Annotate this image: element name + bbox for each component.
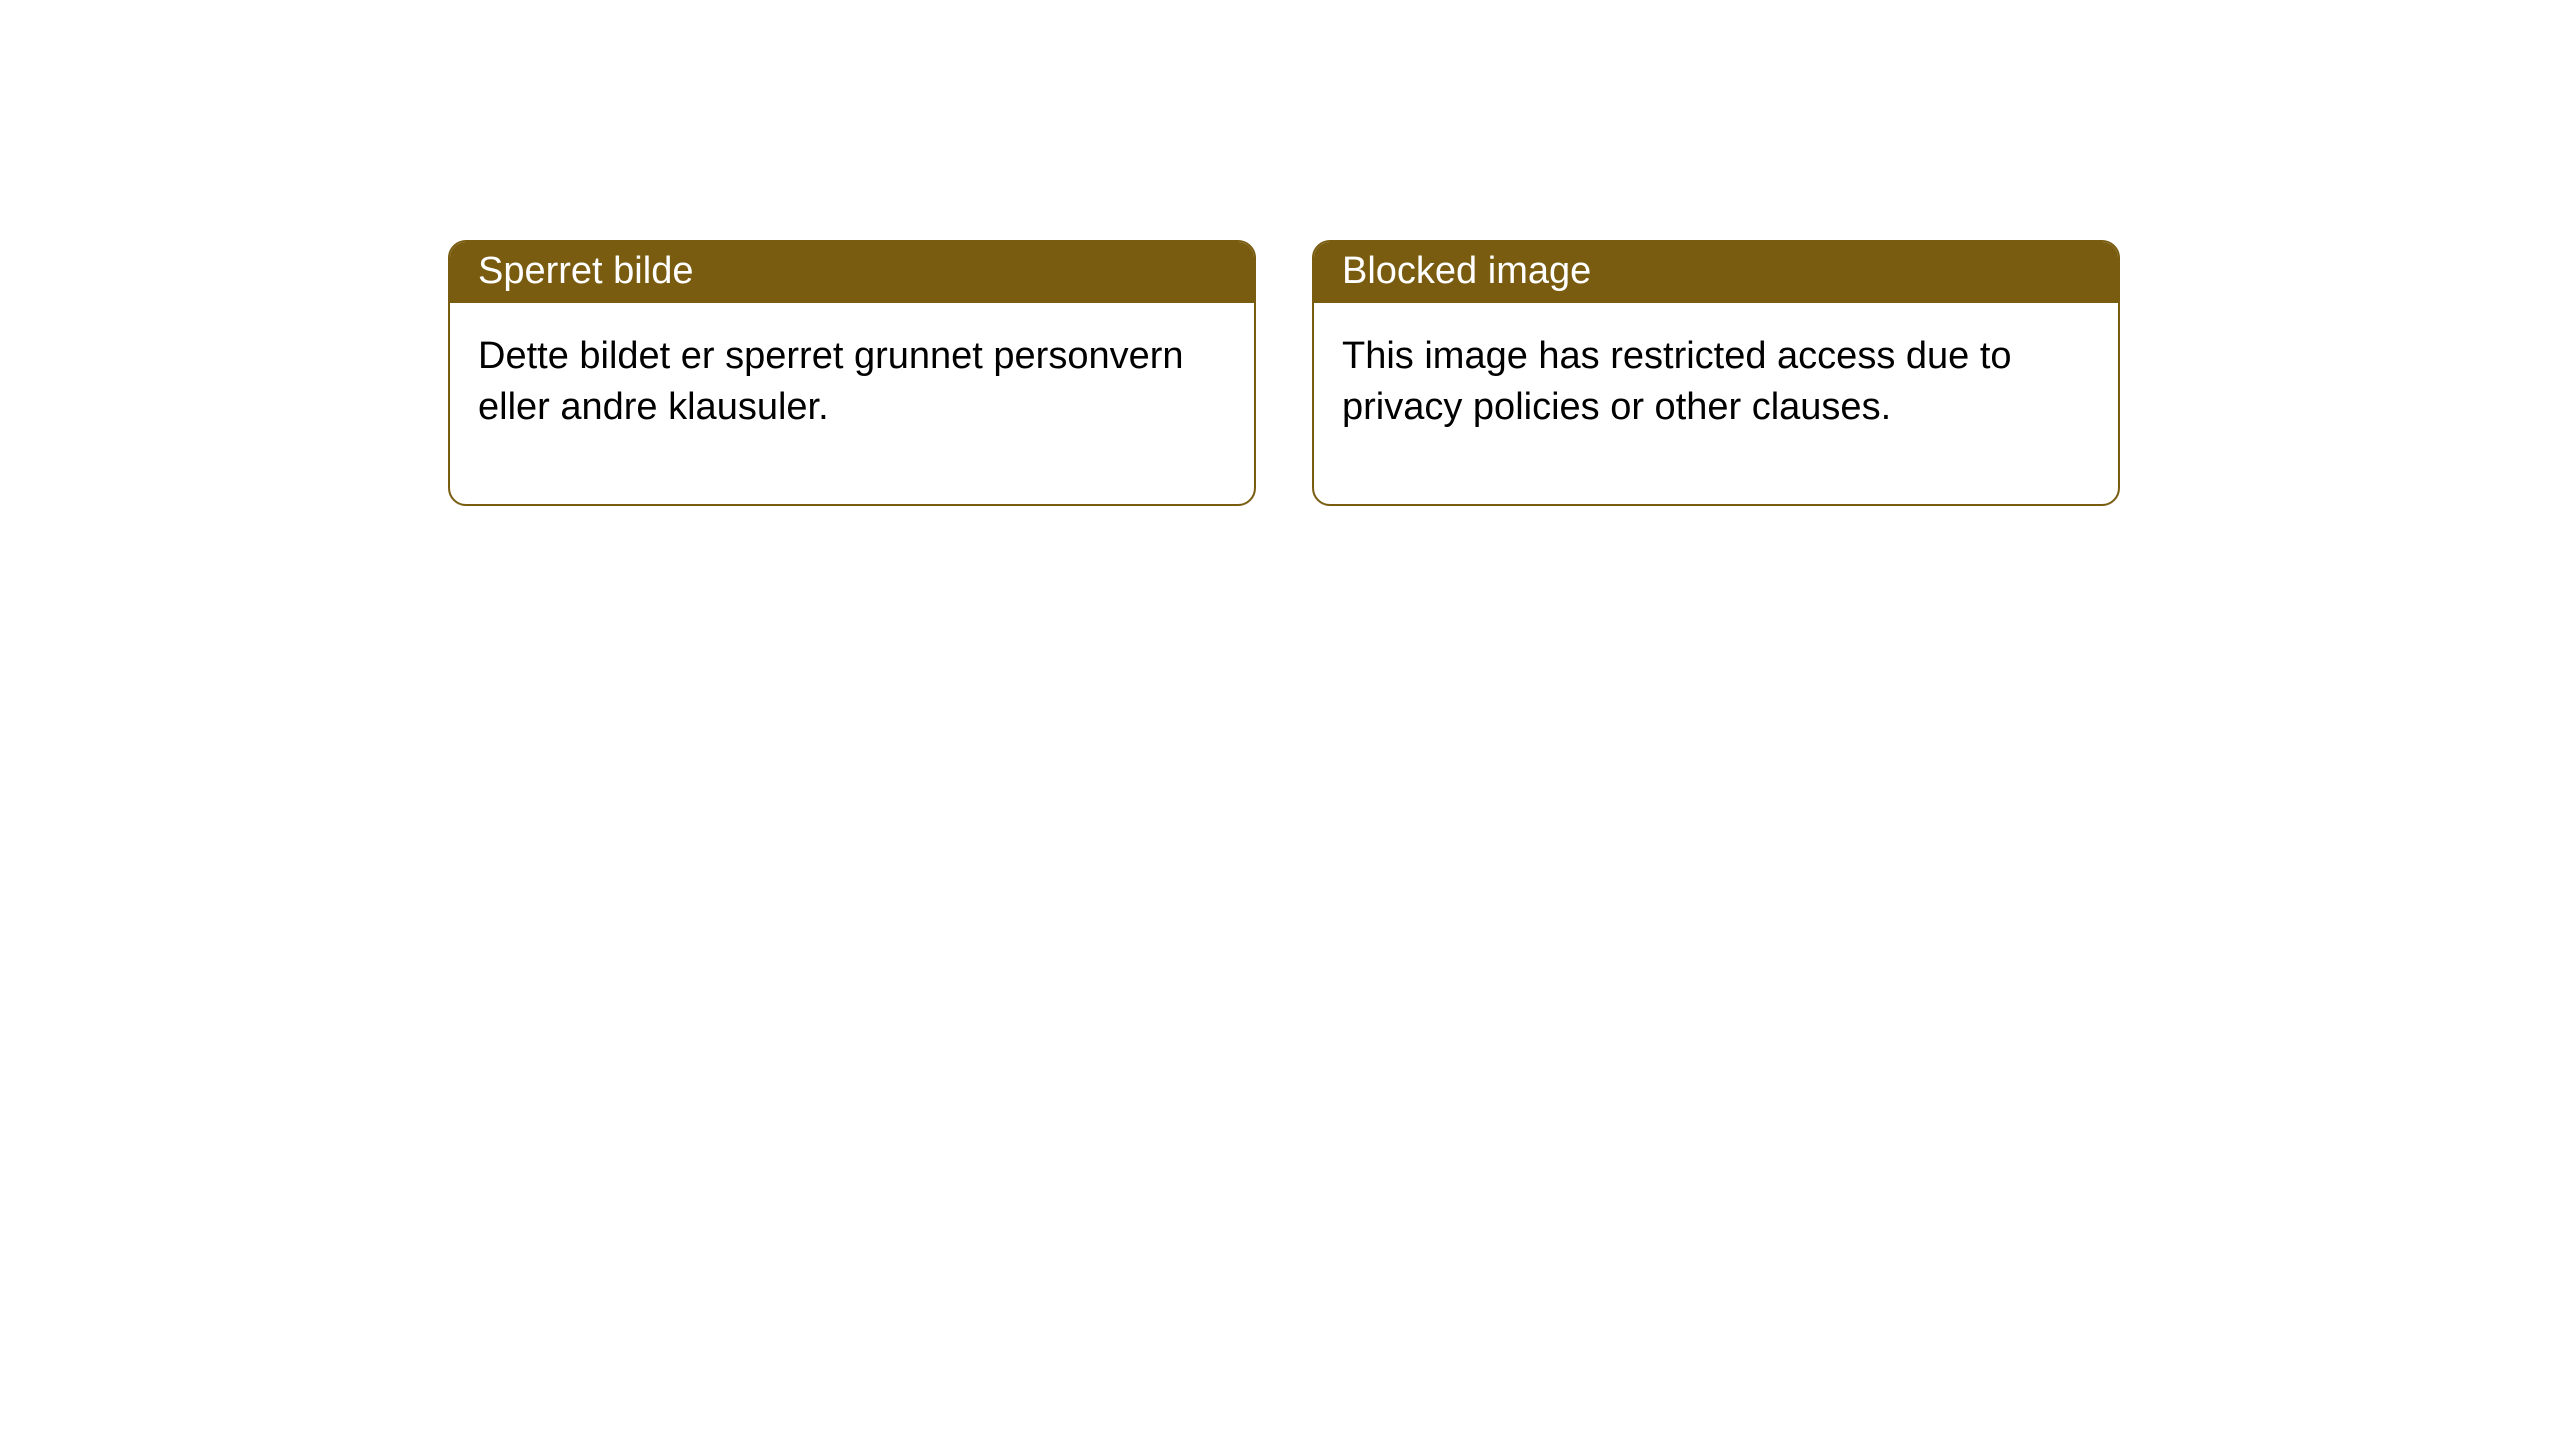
notice-container: Sperret bilde Dette bildet er sperret gr… <box>0 0 2560 506</box>
notice-title: Blocked image <box>1314 242 2118 303</box>
notice-body-text: This image has restricted access due to … <box>1314 303 2118 504</box>
notice-card-english: Blocked image This image has restricted … <box>1312 240 2120 506</box>
notice-title: Sperret bilde <box>450 242 1254 303</box>
notice-card-norwegian: Sperret bilde Dette bildet er sperret gr… <box>448 240 1256 506</box>
notice-body-text: Dette bildet er sperret grunnet personve… <box>450 303 1254 504</box>
